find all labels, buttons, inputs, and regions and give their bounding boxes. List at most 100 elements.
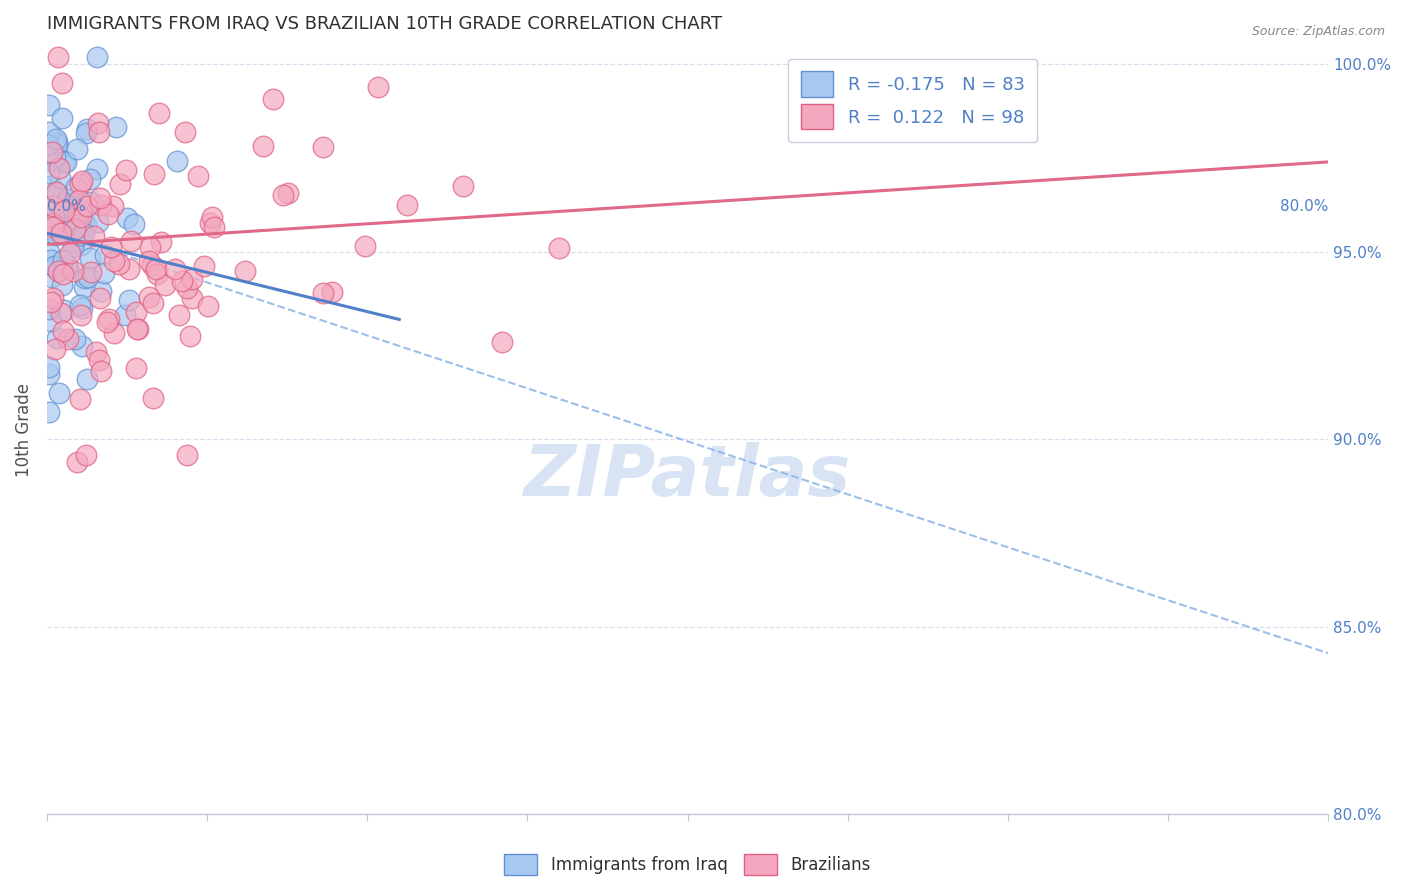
Point: [45, 186, 67, 200]
Point: [69, 309, 91, 323]
Point: [201, 210, 224, 224]
Point: [70, 202, 93, 217]
Point: [367, 79, 389, 94]
Point: [108, 177, 131, 191]
Point: [45, 228, 67, 243]
Point: [39, 313, 62, 327]
Point: [66, 207, 89, 221]
Point: [125, 360, 148, 375]
Point: [453, 179, 475, 194]
Point: [87, 353, 110, 368]
Point: [547, 241, 569, 255]
Point: [66, 142, 89, 156]
Point: [52, 302, 75, 317]
Point: [87, 215, 110, 229]
Point: [46, 186, 69, 201]
Point: [262, 93, 284, 107]
Point: [103, 326, 125, 340]
Point: [93, 266, 115, 280]
Point: [395, 198, 418, 212]
Point: [52, 253, 75, 268]
Point: [49, 227, 72, 241]
Point: [321, 285, 343, 299]
Point: [86, 50, 108, 64]
Point: [86, 162, 108, 177]
Point: [76, 372, 98, 386]
Point: [76, 199, 98, 213]
Point: [96, 315, 118, 329]
Point: [180, 272, 202, 286]
Point: [79, 251, 101, 265]
Point: [59, 246, 82, 260]
Point: [38, 405, 60, 419]
Point: [63, 234, 86, 248]
Point: [277, 186, 299, 200]
Point: [62, 240, 84, 254]
Point: [51, 277, 73, 292]
Point: [89, 291, 111, 305]
Point: [90, 198, 112, 212]
Text: 80.0%: 80.0%: [1279, 200, 1329, 214]
Point: [65, 332, 87, 346]
Point: [75, 448, 97, 462]
Point: [39, 295, 62, 310]
Point: [125, 322, 148, 336]
Point: [93, 248, 115, 262]
Point: [45, 136, 67, 151]
Point: [67, 193, 90, 207]
Point: [115, 163, 138, 178]
Point: [49, 305, 72, 319]
Point: [41, 217, 63, 231]
Point: [52, 268, 75, 282]
Point: [139, 240, 162, 254]
Point: [97, 311, 120, 326]
Text: IMMIGRANTS FROM IRAQ VS BRAZILIAN 10TH GRADE CORRELATION CHART: IMMIGRANTS FROM IRAQ VS BRAZILIAN 10TH G…: [46, 15, 723, 33]
Point: [41, 216, 63, 230]
Point: [70, 210, 93, 224]
Point: [76, 269, 98, 284]
Point: [235, 264, 257, 278]
Point: [125, 305, 148, 319]
Point: [46, 50, 69, 64]
Point: [312, 140, 335, 154]
Point: [53, 153, 76, 168]
Point: [73, 215, 96, 229]
Point: [73, 271, 96, 285]
Point: [79, 265, 101, 279]
Point: [52, 324, 75, 338]
Point: [75, 218, 97, 232]
Point: [63, 222, 86, 236]
Point: [115, 211, 138, 226]
Point: [38, 360, 60, 375]
Point: [101, 199, 124, 213]
Point: [65, 179, 87, 194]
Point: [150, 235, 173, 249]
Point: [38, 166, 60, 180]
Point: [58, 261, 80, 276]
Point: [48, 213, 70, 227]
Point: [181, 291, 204, 305]
Point: [141, 258, 163, 272]
Point: [103, 254, 125, 268]
Point: [56, 192, 79, 206]
Point: [38, 301, 60, 316]
Point: [202, 219, 225, 234]
Point: [166, 153, 188, 168]
Point: [51, 111, 73, 125]
Point: [273, 188, 295, 202]
Point: [39, 178, 62, 193]
Point: [79, 172, 101, 186]
Point: [62, 218, 84, 232]
Point: [51, 189, 73, 203]
Point: [44, 211, 66, 226]
Point: [37, 138, 59, 153]
Point: [45, 203, 67, 218]
Point: [84, 345, 107, 359]
Point: [107, 257, 129, 271]
Point: [44, 342, 66, 356]
Point: [70, 238, 93, 252]
Point: [48, 386, 70, 401]
Point: [114, 308, 136, 322]
Point: [42, 155, 65, 169]
Text: ZIPatlas: ZIPatlas: [524, 442, 851, 511]
